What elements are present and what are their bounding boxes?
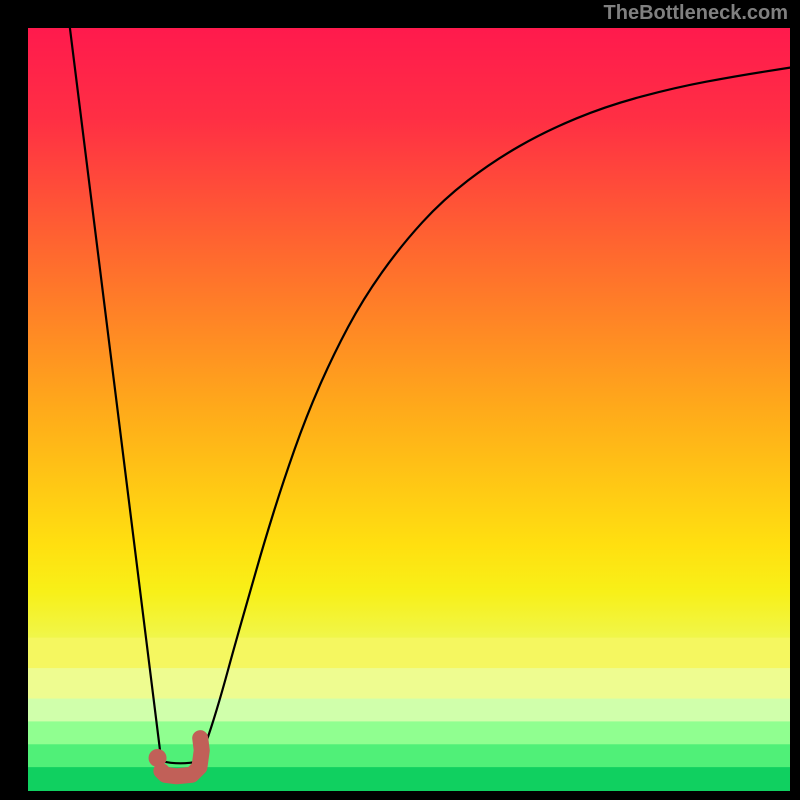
gradient-band-5 — [28, 767, 790, 791]
gradient-band-1 — [28, 668, 790, 699]
gradient-band-4 — [28, 744, 790, 768]
gradient-band-2 — [28, 699, 790, 723]
chart-container: TheBottleneck.com — [0, 0, 800, 800]
trough-dot-marker — [149, 749, 167, 767]
watermark-label: TheBottleneck.com — [604, 2, 788, 25]
gradient-band-3 — [28, 721, 790, 745]
bottleneck-chart — [0, 0, 800, 800]
gradient-band-0 — [28, 638, 790, 669]
